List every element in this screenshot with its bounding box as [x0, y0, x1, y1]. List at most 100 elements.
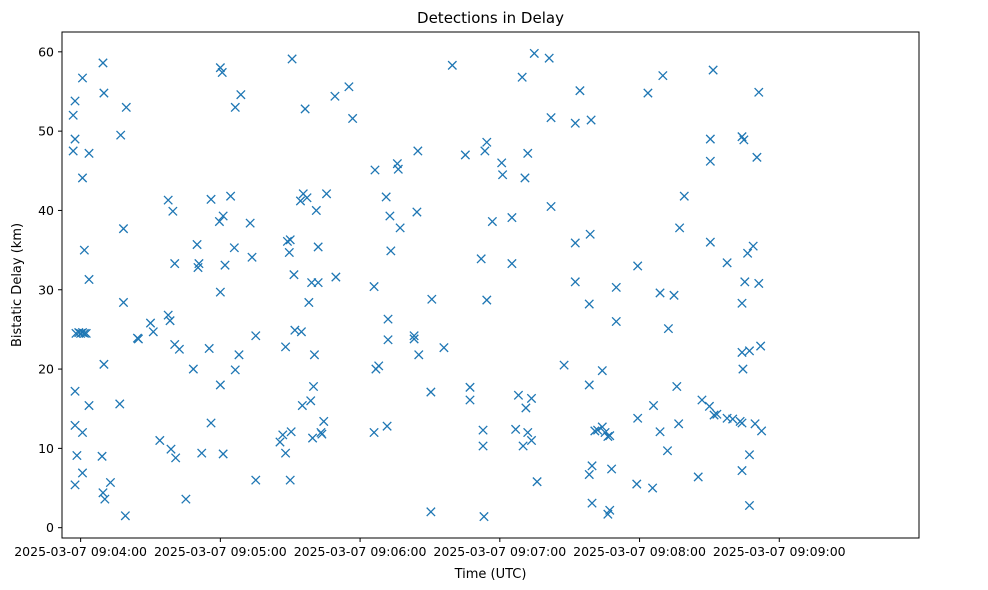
data-point — [197, 448, 207, 458]
data-point — [742, 248, 753, 258]
data-point — [99, 88, 109, 98]
data-point — [307, 433, 318, 443]
data-point — [330, 91, 340, 101]
data-point — [728, 414, 738, 424]
data-point — [70, 480, 80, 490]
data-point — [605, 431, 615, 441]
data-point — [217, 67, 227, 78]
data-points — [68, 48, 767, 522]
data-point — [737, 418, 747, 428]
data-point — [597, 422, 607, 432]
data-point — [234, 350, 244, 360]
data-point — [383, 314, 393, 324]
data-point — [230, 102, 240, 113]
data-point — [705, 156, 715, 166]
data-point — [369, 427, 379, 438]
y-tick-label: 50 — [38, 124, 54, 139]
data-point — [521, 403, 531, 413]
x-tick-label: 2025-03-07 09:07:00 — [433, 544, 566, 559]
data-point — [487, 216, 498, 227]
data-point — [740, 277, 750, 287]
data-point — [497, 158, 507, 168]
data-point — [754, 87, 764, 97]
data-point — [412, 207, 422, 217]
data-point — [120, 511, 131, 521]
data-point — [306, 396, 316, 406]
data-point — [77, 327, 88, 338]
data-point — [382, 421, 392, 431]
data-point — [513, 390, 524, 400]
y-tick-label: 0 — [46, 520, 54, 535]
data-point — [220, 260, 230, 270]
data-point — [247, 252, 257, 262]
data-point — [744, 500, 755, 511]
x-tick-label: 2025-03-07 09:09:00 — [713, 544, 846, 559]
data-point — [586, 115, 596, 125]
data-point — [118, 297, 129, 308]
data-point — [215, 287, 226, 297]
data-point — [585, 229, 595, 239]
chart-title: Detections in Delay — [417, 9, 564, 27]
data-point — [712, 409, 722, 419]
data-point — [163, 195, 173, 205]
data-point — [744, 450, 755, 460]
data-point — [282, 236, 293, 247]
x-tick-label: 2025-03-07 09:05:00 — [154, 544, 287, 559]
data-point — [754, 278, 764, 289]
data-point — [295, 196, 306, 206]
data-point — [662, 446, 673, 456]
data-point — [587, 498, 597, 508]
data-point — [70, 96, 80, 106]
data-point — [737, 347, 747, 358]
data-point — [374, 361, 384, 371]
data-point — [414, 350, 424, 360]
data-point — [605, 505, 615, 515]
data-point — [236, 89, 246, 100]
plot-area — [62, 32, 919, 538]
axes: 2025-03-07 09:04:00 2025-03-07 09:05:00 20… — [14, 31, 920, 559]
data-point — [230, 365, 240, 375]
data-point — [181, 494, 191, 504]
data-point — [245, 218, 255, 228]
data-point — [280, 342, 291, 352]
data-point — [304, 297, 314, 308]
data-point — [546, 201, 556, 212]
data-point — [465, 382, 475, 392]
data-point — [722, 258, 732, 268]
data-point — [426, 387, 436, 397]
data-point — [225, 191, 236, 201]
x-tick-label: 2025-03-07 09:06:00 — [294, 544, 427, 559]
data-point — [507, 258, 517, 269]
data-point — [289, 270, 299, 280]
data-point — [482, 295, 492, 305]
data-point — [748, 241, 758, 251]
data-point — [381, 192, 391, 202]
data-point — [369, 281, 379, 292]
data-point — [592, 425, 603, 435]
data-point — [383, 335, 393, 345]
data-point — [603, 431, 613, 442]
data-point — [704, 401, 715, 412]
data-point — [413, 146, 423, 156]
data-point — [251, 475, 261, 485]
data-point — [426, 507, 436, 517]
data-point — [526, 435, 537, 446]
data-point — [478, 441, 488, 451]
data-point — [709, 410, 719, 420]
data-point — [116, 130, 126, 140]
data-point — [523, 427, 533, 438]
y-tick-label: 30 — [38, 282, 54, 297]
data-point — [287, 54, 297, 64]
data-point — [317, 429, 327, 439]
data-point — [99, 359, 109, 369]
data-point — [105, 477, 116, 488]
data-point — [518, 441, 528, 451]
data-point — [100, 494, 110, 504]
data-point — [70, 134, 80, 144]
data-point — [251, 331, 261, 341]
data-point — [744, 346, 755, 356]
data-point — [648, 400, 659, 411]
y-tick-label: 60 — [38, 44, 54, 59]
data-point — [215, 380, 226, 390]
